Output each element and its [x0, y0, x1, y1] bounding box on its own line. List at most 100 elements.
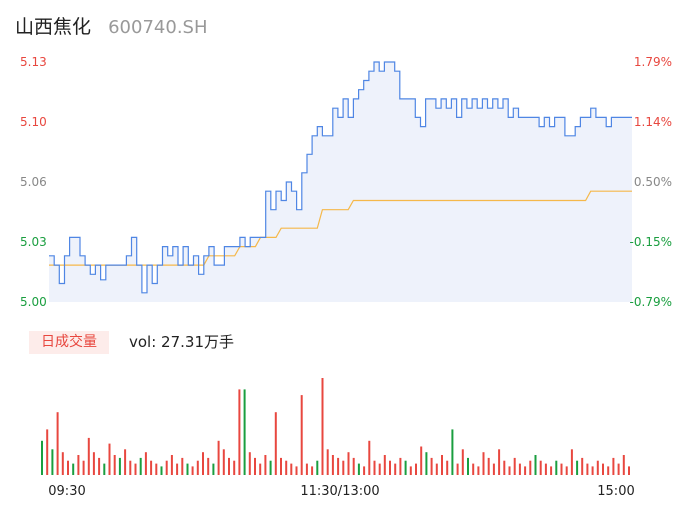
volume-bar [228, 457, 230, 475]
price-line [49, 61, 632, 294]
volume-bar [602, 463, 604, 475]
volume-bar [518, 463, 521, 475]
volume-bar [487, 457, 490, 475]
volume-bar [544, 463, 547, 475]
volume-bar [217, 440, 220, 475]
volume-bar [186, 463, 189, 475]
volume-bar [570, 449, 573, 475]
volume-bar [337, 457, 340, 475]
volume-bar [482, 452, 485, 475]
volume-bar [383, 455, 386, 475]
volume-bar [264, 455, 267, 475]
volume-bar [404, 460, 407, 475]
x-tick-label: 11:30/13:00 [300, 484, 379, 499]
volume-bar [300, 395, 303, 475]
volume-bar [342, 460, 345, 475]
volume-bar [368, 440, 371, 475]
volume-bar [456, 463, 459, 475]
volume-bar [124, 449, 127, 475]
volume-bar [103, 463, 106, 475]
volume-bar [222, 449, 225, 475]
volume-bar [98, 457, 101, 475]
price-series [49, 61, 632, 294]
volume-bar [196, 460, 199, 475]
y-axis-percent-labels: 1.79% 1.14% 0.50% -0.15% -0.79% [630, 55, 672, 309]
volume-bar [269, 460, 272, 475]
volume-bar [373, 460, 376, 475]
volume-bar [280, 457, 282, 475]
volume-bar [51, 449, 54, 475]
volume-bar [399, 457, 402, 475]
volume-bar [467, 457, 469, 475]
volume-bar [331, 455, 334, 475]
volume-bar [108, 443, 111, 475]
volume-bar [539, 460, 542, 475]
volume-bar [82, 460, 85, 475]
volume-bar [92, 452, 95, 475]
volume-bar [321, 378, 324, 475]
volume-bar [67, 460, 69, 475]
volume-bar [87, 437, 90, 475]
volume-bar [134, 463, 137, 475]
volume-bar [524, 466, 527, 475]
volume-bar [503, 460, 506, 475]
price-fill-area [49, 62, 632, 302]
volume-bar [363, 466, 366, 475]
y-tick-price: 5.03 [20, 235, 47, 249]
volume-bar [576, 460, 579, 475]
volume-bar [248, 452, 251, 475]
volume-tag: 日成交量 [29, 331, 109, 354]
volume-bar [513, 457, 516, 475]
volume-bar [435, 463, 438, 475]
volume-bar [352, 457, 355, 475]
volume-bar [118, 457, 121, 475]
volume-bar [311, 466, 314, 475]
x-tick-label: 15:00 [597, 484, 634, 499]
volume-bar [617, 463, 620, 475]
volume-bar [243, 389, 246, 475]
volume-bar [409, 466, 412, 475]
volume-bar [77, 455, 80, 475]
volume-bar [612, 457, 615, 475]
volume-bar [72, 463, 75, 475]
volume-bar [191, 466, 194, 475]
volume-bar [451, 429, 454, 475]
y-axis-price-labels: 5.13 5.10 5.06 5.03 5.00 [20, 55, 47, 309]
volume-bar [144, 452, 147, 475]
volume-bar [165, 460, 168, 475]
volume-bar [155, 463, 158, 475]
y-tick-price: 5.00 [20, 295, 47, 309]
volume-bar [150, 460, 153, 475]
volume-bar [441, 455, 443, 475]
volume-bar [207, 457, 210, 475]
volume-bar [415, 463, 417, 475]
volume-bar [420, 446, 423, 475]
volume-bar [534, 455, 537, 475]
volume-bar [586, 463, 589, 475]
volume-bar [212, 463, 215, 475]
volume-bar [560, 463, 563, 475]
volume-bar [357, 463, 360, 475]
volume-bar [446, 460, 449, 475]
volume-bar [378, 463, 381, 475]
volume-bar [394, 463, 397, 475]
volume-bar [160, 466, 163, 475]
volume-bar [347, 452, 350, 475]
volume-bar [259, 463, 262, 475]
volume-bar [254, 457, 256, 475]
average-price-line [49, 190, 632, 266]
volume-value: vol: 27.31万手 [129, 333, 234, 351]
volume-bar [591, 466, 594, 475]
y-tick-price: 5.10 [20, 115, 47, 129]
volume-bar [285, 460, 288, 475]
volume-bar [202, 452, 204, 475]
volume-bar [492, 463, 495, 475]
x-axis-time-labels: 09:30 11:30/13:00 15:00 [48, 484, 634, 499]
volume-bar [290, 463, 293, 475]
volume-bar [139, 457, 142, 475]
volume-bar [550, 466, 553, 475]
volume-bar [233, 460, 236, 475]
volume-bar [176, 463, 179, 475]
volume-bar [238, 389, 241, 475]
